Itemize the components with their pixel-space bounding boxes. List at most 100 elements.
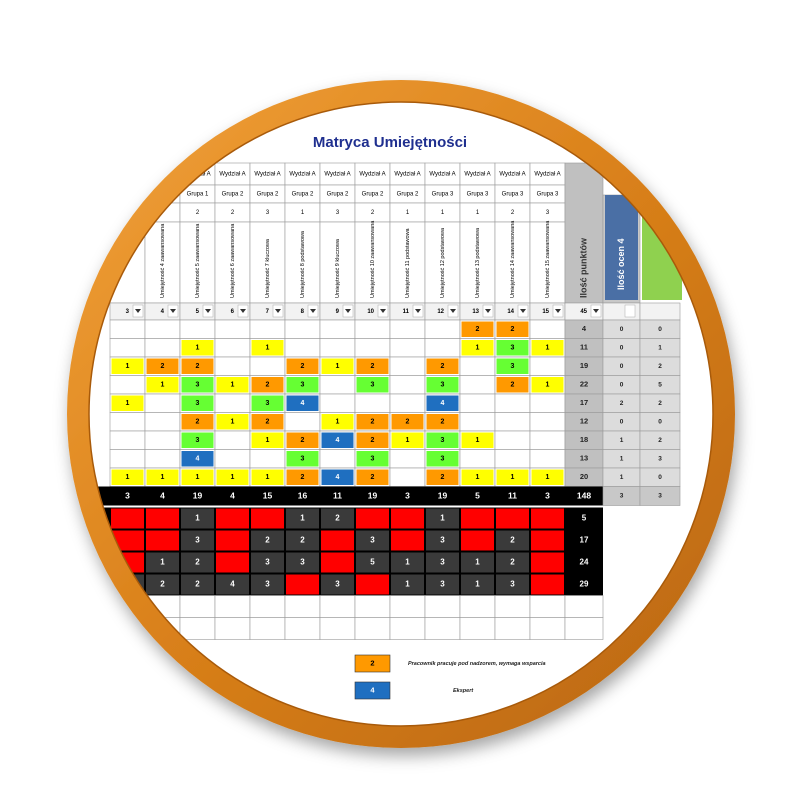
- cell-text: 20: [580, 472, 588, 481]
- empty-cell: [424, 617, 461, 640]
- gap-cell: [181, 508, 214, 529]
- cell-text: 2: [160, 580, 165, 589]
- empty-cell: [214, 617, 251, 640]
- level-cell: [496, 340, 529, 356]
- level-cell: [181, 451, 214, 467]
- level-cell: [321, 414, 354, 430]
- cell-text: Wydział A: [359, 172, 385, 178]
- filter-text: 3: [126, 309, 130, 315]
- gap-cell: [356, 552, 389, 573]
- filter-cell: [639, 302, 681, 321]
- cell-text: 12: [580, 417, 588, 426]
- cell-text: 2: [441, 363, 445, 370]
- cell-text: 2: [300, 536, 305, 545]
- skill-name: Umiejętność 5 zaawansowana: [195, 223, 201, 298]
- cell-text: 2: [658, 363, 662, 370]
- empty-cell: [319, 595, 356, 618]
- cell-text: 4: [230, 580, 235, 589]
- gap-cell: [496, 508, 529, 529]
- cell-text: 1: [475, 580, 480, 589]
- cell-text: Grupa 3: [502, 192, 524, 198]
- cell-text: 2: [510, 536, 515, 545]
- cell-text: 19: [580, 361, 588, 370]
- cell-text: 1: [301, 210, 305, 216]
- gap-cell: [286, 552, 319, 573]
- gap-cell: [286, 574, 319, 595]
- cell: [109, 375, 146, 395]
- filter-text: 12: [437, 309, 444, 315]
- level-cell: [496, 469, 529, 485]
- cell-text: Grupa 3: [537, 192, 559, 198]
- level-cell: [216, 377, 249, 393]
- gap-cell: [356, 530, 389, 551]
- header-cell: [494, 221, 531, 304]
- gap-cell: [531, 530, 564, 551]
- cell-text: 2: [441, 474, 445, 481]
- level-cell: [251, 414, 284, 430]
- dropdown-arrow: [555, 309, 561, 313]
- level-cell: [251, 377, 284, 393]
- cell-text: 0: [620, 418, 624, 425]
- level-cell: [251, 395, 284, 411]
- cell-text: 2: [441, 419, 445, 426]
- cell: [179, 319, 216, 339]
- dropdown-arrow: [485, 309, 491, 313]
- cell-text: 3: [440, 558, 445, 567]
- cell-text: 1: [300, 514, 305, 523]
- cell-text: 0: [658, 418, 662, 425]
- gap-cell: [286, 508, 319, 529]
- cell-text: 3: [511, 345, 515, 352]
- gap-cell: [426, 552, 459, 573]
- level-cell: [181, 377, 214, 393]
- cell-text: 1: [620, 455, 624, 462]
- level-cell: [321, 432, 354, 448]
- cell-text: 1: [231, 419, 235, 426]
- gap-cell: [391, 508, 424, 529]
- gap-cell: [146, 508, 179, 529]
- dropdown[interactable]: [624, 304, 636, 318]
- empty-cell: [214, 595, 251, 618]
- cell-text: Grupa 2: [327, 192, 349, 198]
- cell-text: 3: [440, 536, 445, 545]
- cell-text: Grupa 3: [432, 192, 454, 198]
- cell-text: 1: [161, 474, 165, 481]
- cell-text: 3: [125, 490, 130, 500]
- cell-text: 1: [160, 558, 165, 567]
- cell-text: 18: [580, 435, 588, 444]
- empty-cell: [529, 595, 566, 618]
- empty-cell: [564, 617, 604, 640]
- cell-text: 2: [371, 210, 375, 216]
- cell-text: 1: [405, 558, 410, 567]
- cell-text: 15: [263, 490, 273, 500]
- empty-cell: [494, 595, 531, 618]
- level-cell: [426, 395, 459, 411]
- level-cell: [356, 377, 389, 393]
- cell-text: 5: [658, 381, 662, 388]
- cell: [389, 319, 426, 339]
- skill-name: Umiejętność 12 podstawowa: [440, 227, 446, 298]
- cell: [284, 338, 321, 358]
- gap-cell: [216, 530, 249, 551]
- level-cell: [496, 358, 529, 374]
- filter-text: 15: [542, 309, 549, 315]
- level-cell: [426, 469, 459, 485]
- filter-text: 8: [301, 309, 305, 315]
- gap-cell: [181, 552, 214, 573]
- cell-text: 3: [265, 580, 270, 589]
- cell-text: 148: [577, 490, 591, 500]
- legend-text: Ekspert: [453, 688, 474, 694]
- level-cell: [181, 340, 214, 356]
- dropdown-arrow: [520, 309, 526, 313]
- cell-text: Wydział A: [429, 172, 455, 178]
- level-cell: [286, 377, 319, 393]
- cell-text: 3: [371, 456, 375, 463]
- gap-cell: [286, 530, 319, 551]
- cell-text: 3: [196, 437, 200, 444]
- gap-cell: [531, 574, 564, 595]
- gap-cell: [181, 574, 214, 595]
- cell-text: 24: [580, 558, 589, 567]
- filter-text: 13: [472, 309, 479, 315]
- cell-text: 1: [546, 474, 550, 481]
- gap-cell: [251, 552, 284, 573]
